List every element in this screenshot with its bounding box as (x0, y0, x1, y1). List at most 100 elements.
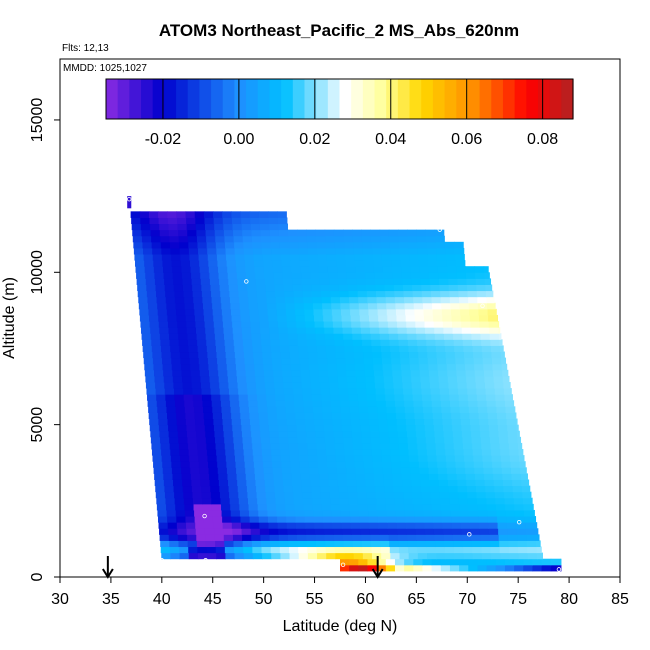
heatmap-cell (517, 534, 527, 541)
heatmap-cell (422, 497, 432, 505)
heatmap-cell (322, 509, 333, 517)
heatmap-cell (228, 284, 239, 292)
heatmap-cell (463, 449, 474, 456)
heatmap-cell (278, 424, 288, 432)
heatmap-cell (533, 516, 537, 523)
x-tick-label: 50 (255, 591, 273, 608)
heatmap-cell (440, 394, 450, 401)
heatmap-cell (150, 229, 161, 237)
heatmap-cell (439, 284, 450, 292)
heatmap-cell (396, 516, 406, 523)
heatmap-cell (399, 552, 410, 560)
sample-point (127, 196, 132, 202)
heatmap-cell (461, 321, 471, 328)
heatmap-cell (194, 509, 204, 517)
heatmap-cell (131, 223, 142, 231)
heatmap-cell (404, 564, 414, 572)
heatmap-cell (431, 394, 441, 401)
heatmap-cell (385, 564, 396, 572)
sample-point (340, 562, 346, 568)
heatmap-cell (464, 461, 475, 468)
heatmap-cell (477, 296, 487, 304)
heatmap-cell (464, 357, 475, 365)
colorbar-swatch (164, 79, 177, 119)
heatmap-cell (201, 485, 211, 493)
heatmap-cell (468, 302, 479, 310)
heatmap-cell (380, 241, 391, 249)
heatmap-cell (284, 497, 295, 505)
heatmap-cell (471, 436, 482, 444)
heatmap-cell (360, 424, 371, 432)
heatmap-cell (453, 436, 463, 444)
heatmap-cell (302, 388, 312, 395)
heatmap-cell (387, 321, 398, 328)
heatmap-cell (470, 321, 481, 328)
heatmap-cell (169, 235, 180, 243)
heatmap-cell (234, 345, 244, 353)
heatmap-cell (304, 314, 315, 322)
heatmap-cell (365, 375, 375, 383)
heatmap-cell (133, 241, 143, 249)
heatmap-cell (508, 436, 518, 444)
heatmap-cell (343, 442, 354, 450)
heatmap-cell (221, 412, 232, 420)
heatmap-cell (337, 479, 348, 487)
heatmap-cell (403, 388, 413, 395)
heatmap-cell (334, 436, 344, 444)
heatmap-cell (433, 528, 444, 535)
heatmap-cell (489, 327, 499, 334)
heatmap-cell (299, 357, 310, 365)
heatmap-cell (279, 241, 290, 249)
heatmap-cell (203, 308, 214, 316)
heatmap-cell (282, 473, 293, 480)
heatmap-cell (453, 333, 463, 340)
heatmap-cell (392, 375, 403, 383)
heatmap-cell (205, 223, 215, 231)
heatmap-cell (370, 540, 381, 548)
heatmap-cell (377, 412, 388, 420)
heatmap-cell (476, 290, 487, 298)
heatmap-cell (285, 406, 296, 413)
heatmap-cell (154, 479, 165, 487)
heatmap-cell (164, 485, 175, 493)
heatmap-cell (414, 412, 425, 420)
heatmap-cell (324, 534, 335, 541)
heatmap-cell (390, 351, 401, 359)
heatmap-cell (318, 363, 329, 371)
heatmap-cell (209, 479, 220, 487)
heatmap-cell (179, 345, 189, 353)
heatmap-cell (176, 522, 187, 529)
heatmap-cell (318, 461, 328, 468)
heatmap-cell (258, 516, 269, 523)
heatmap-cell (523, 564, 533, 572)
heatmap-cell (360, 522, 370, 529)
heatmap-cell (192, 290, 203, 298)
heatmap-cell (314, 522, 324, 529)
heatmap-cell (465, 272, 476, 279)
colorbar-swatch (187, 79, 200, 119)
heatmap-cell (219, 491, 230, 499)
heatmap-cell (266, 290, 276, 298)
heatmap-cell (505, 503, 515, 511)
heatmap-cell (305, 528, 316, 535)
heatmap-cell (447, 479, 458, 487)
heatmap-cell (333, 534, 344, 541)
heatmap-cell (389, 442, 400, 450)
heatmap-cell (327, 260, 338, 267)
heatmap-cell (396, 418, 407, 426)
heatmap-cell (146, 388, 157, 395)
x-tick-label: 45 (204, 591, 222, 608)
heatmap-cell (385, 296, 396, 304)
heatmap-cell (199, 260, 209, 267)
heatmap-cell (176, 308, 186, 316)
heatmap-cell (286, 418, 297, 426)
heatmap-cell (383, 473, 393, 480)
heatmap-cell (208, 461, 218, 468)
heatmap-cell (279, 339, 290, 346)
heatmap-cell (270, 442, 281, 450)
heatmap-cell (176, 314, 187, 322)
heatmap-cell (365, 272, 375, 279)
heatmap-cell (487, 509, 497, 517)
heatmap-cell (376, 296, 387, 304)
heatmap-cell (247, 491, 258, 499)
